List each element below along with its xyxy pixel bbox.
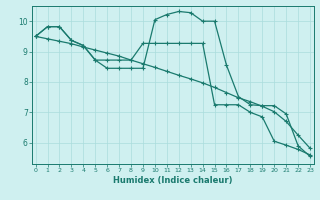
X-axis label: Humidex (Indice chaleur): Humidex (Indice chaleur) — [113, 176, 233, 185]
